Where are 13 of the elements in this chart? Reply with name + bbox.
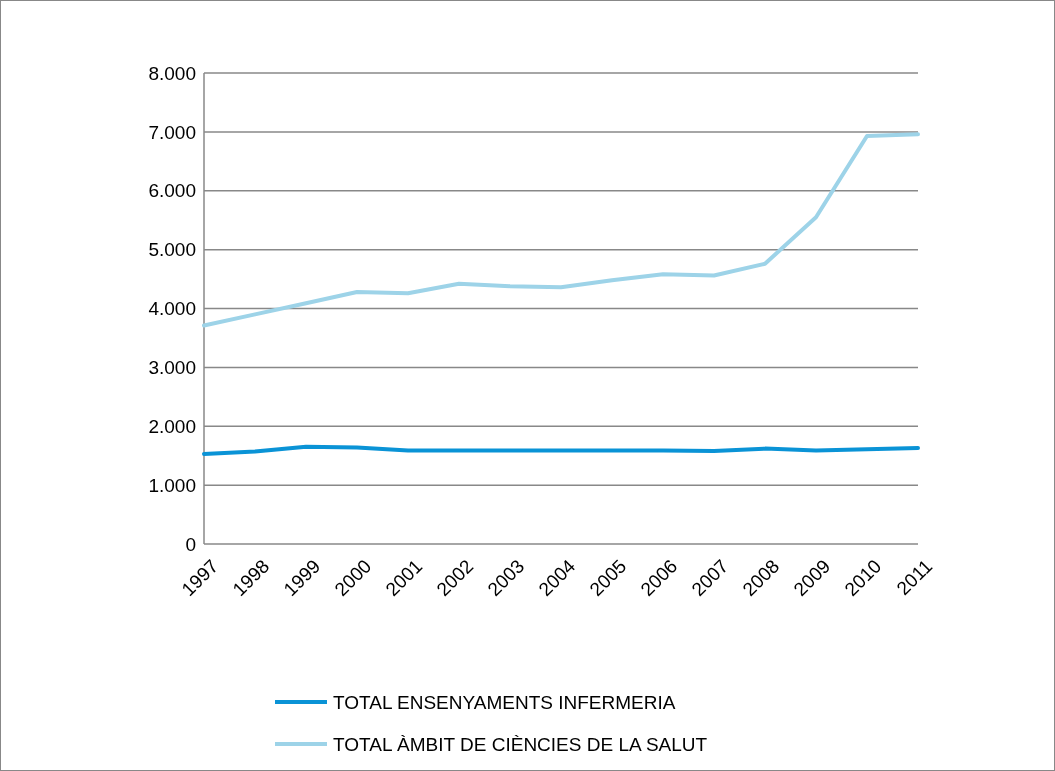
line-series: [202, 444, 920, 456]
y-tick-label: 6.000: [148, 180, 196, 202]
line-series: [202, 132, 920, 328]
y-tick-label: 8.000: [148, 62, 196, 84]
y-tick-label: 3.000: [148, 357, 196, 379]
y-tick-label: 0: [185, 533, 196, 555]
y-tick-label: 5.000: [148, 239, 196, 261]
y-tick-label: 7.000: [148, 121, 196, 143]
legend-label: TOTAL ÀMBIT DE CIÈNCIES DE LA SALUT: [333, 733, 708, 755]
y-tick-label: 1.000: [148, 474, 196, 496]
legend-label: TOTAL ENSENYAMENTS INFERMERIA: [333, 691, 676, 713]
y-tick-label: 2.000: [148, 415, 196, 437]
y-tick-label: 4.000: [148, 298, 196, 320]
